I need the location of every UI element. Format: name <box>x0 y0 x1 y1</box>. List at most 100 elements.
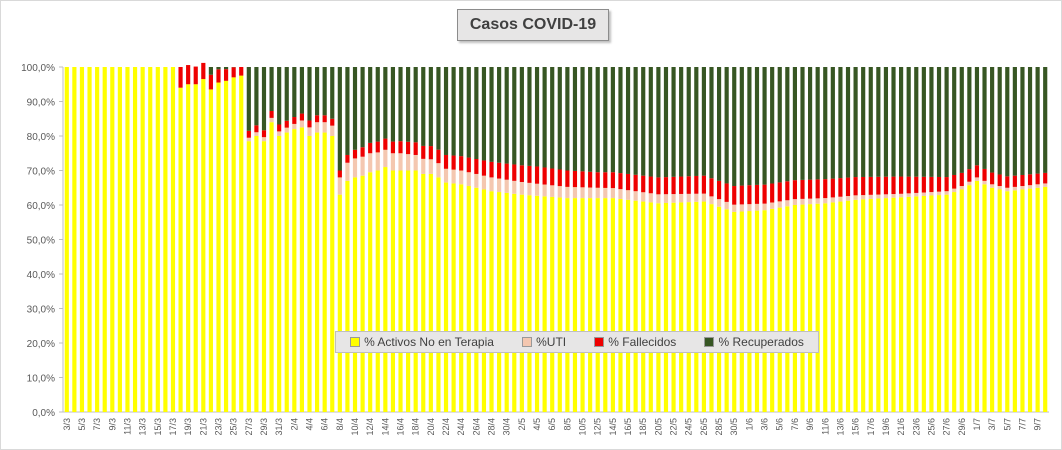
bar-activos <box>383 167 388 412</box>
bar-uti <box>368 153 373 173</box>
bar-activos <box>292 129 297 412</box>
bar-activos <box>853 199 858 412</box>
bar-activos <box>830 202 835 412</box>
bar-activos <box>648 202 653 412</box>
bar-fallecidos <box>459 156 464 171</box>
bar-uti <box>891 194 896 198</box>
bar-uti <box>724 201 729 210</box>
bar-fallecidos <box>785 181 790 201</box>
x-tick-label: 13/3 <box>138 418 148 436</box>
chart-title: Casos COVID-19 <box>457 9 609 41</box>
bar-recuperados <box>830 67 835 179</box>
bar-uti <box>868 194 873 199</box>
bar-recuperados <box>489 67 494 162</box>
bar-recuperados <box>936 67 942 177</box>
bar-fallecidos <box>178 67 183 88</box>
bar-fallecidos <box>428 146 433 160</box>
x-tick-label: 3/6 <box>760 418 770 431</box>
bar-recuperados <box>853 67 858 178</box>
bar-uti <box>413 154 418 171</box>
bar-activos <box>345 180 350 412</box>
bar-recuperados <box>656 67 661 178</box>
bar-recuperados <box>838 67 843 179</box>
bar-recuperados <box>572 67 578 171</box>
bar-uti <box>990 184 995 188</box>
legend-swatch-recuperados <box>704 337 715 347</box>
y-tick-label: 100,0% <box>21 63 55 74</box>
x-tick-label: 5/3 <box>77 418 87 431</box>
x-tick-label: 4/4 <box>305 418 315 431</box>
bar-recuperados <box>618 67 623 174</box>
bar-uti <box>641 192 646 202</box>
bar-recuperados <box>861 67 866 177</box>
bar-uti <box>443 168 449 183</box>
bar-activos <box>1035 187 1040 412</box>
bar-fallecidos <box>610 172 615 189</box>
x-tick-label: 7/6 <box>790 418 800 431</box>
bar-activos <box>125 67 130 412</box>
x-tick-label: 4/5 <box>532 418 542 431</box>
bar-uti <box>762 203 767 211</box>
bar-fallecidos <box>1012 175 1017 187</box>
x-tick-label: 9/3 <box>107 418 117 431</box>
bar-activos <box>527 195 532 412</box>
bar-uti <box>845 196 851 201</box>
bar-uti <box>1020 186 1025 190</box>
legend-swatch-activos <box>350 337 361 347</box>
x-tick-label: 19/3 <box>183 418 193 436</box>
bar-activos <box>974 180 980 412</box>
bar-uti <box>686 193 691 203</box>
bar-recuperados <box>929 67 934 177</box>
bar-fallecidos <box>1020 174 1025 187</box>
bar-uti <box>982 180 987 185</box>
bar-fallecidos <box>724 183 729 202</box>
bar-activos <box>542 196 547 412</box>
bar-fallecidos <box>330 118 335 126</box>
bar-activos <box>269 122 274 412</box>
bar-fallecidos <box>603 172 608 188</box>
chart-legend: % Activos No en Terapia %UTI % Fallecido… <box>335 331 819 353</box>
bar-recuperados <box>1027 67 1033 175</box>
bar-uti <box>815 198 820 204</box>
bar-activos <box>413 170 418 412</box>
bar-fallecidos <box>716 180 722 200</box>
bar-uti <box>997 186 1002 190</box>
bar-recuperados <box>868 67 873 177</box>
bar-recuperados <box>223 67 229 70</box>
bar-recuperados <box>580 67 585 172</box>
bar-uti <box>284 127 289 133</box>
bar-recuperados <box>823 67 828 180</box>
bar-uti <box>974 177 980 181</box>
bar-recuperados <box>307 67 312 121</box>
bar-uti <box>398 153 403 171</box>
x-tick-label: 29/3 <box>259 418 269 436</box>
bar-activos <box>481 189 487 412</box>
bar-activos <box>823 203 828 412</box>
bar-fallecidos <box>360 147 365 157</box>
bar-activos <box>641 201 646 412</box>
bar-fallecidos <box>443 154 449 169</box>
bar-recuperados <box>345 67 350 155</box>
bar-activos <box>223 80 229 413</box>
bar-recuperados <box>504 67 509 164</box>
x-tick-label: 17/6 <box>866 418 876 436</box>
bar-recuperados <box>974 67 980 166</box>
y-tick-label: 80,0% <box>27 132 55 143</box>
bar-fallecidos <box>208 74 213 90</box>
bar-uti <box>254 132 259 136</box>
bar-uti <box>534 183 540 196</box>
bar-recuperados <box>299 67 305 114</box>
x-tick-label: 23/3 <box>213 418 223 436</box>
bar-recuperados <box>459 67 464 157</box>
y-tick-label: 20,0% <box>27 339 55 350</box>
bar-activos <box>1027 188 1033 412</box>
x-tick-label: 5/7 <box>1002 418 1012 431</box>
bar-fallecidos <box>618 173 623 190</box>
bar-activos <box>428 173 433 412</box>
bar-activos <box>929 195 934 412</box>
bar-activos <box>671 202 676 412</box>
bar-fallecidos <box>671 176 676 195</box>
bar-fallecidos <box>421 145 426 159</box>
x-tick-label: 20/5 <box>653 418 663 436</box>
